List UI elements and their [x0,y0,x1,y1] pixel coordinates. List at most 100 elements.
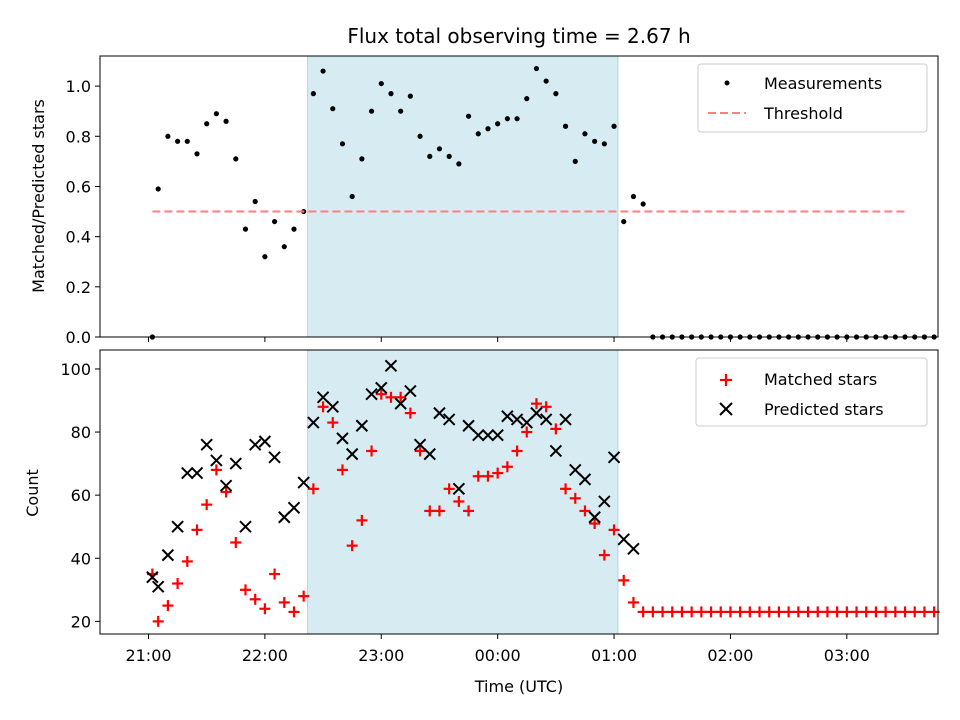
predicted-star-point [146,570,159,584]
predicted-star-point [433,406,446,420]
legend-label-matched: Matched stars [764,370,877,389]
matched-star-point [210,464,222,476]
measurement-point [621,218,627,225]
measurement-point [271,218,278,225]
measurement-point [310,91,316,97]
measurement-point [524,96,530,102]
matched-star-point [162,600,174,612]
matched-star-point [356,514,368,526]
matched-star-point [443,483,455,495]
matched-star-point [589,518,601,530]
predicted-star-point [258,435,272,448]
measurement-point [543,78,549,84]
top-panel-xticks [147,337,848,342]
predicted-star-point [219,479,233,492]
top-panel-yticks: 0.0 0.2 0.4 0.6 0.8 1.0 [66,77,100,347]
matched-star-point [482,470,494,482]
top-panel-span [307,55,619,338]
measurement-point [533,65,540,72]
matched-star-point [715,606,727,618]
matched-star-point [278,596,290,608]
measurement-point [291,226,297,232]
top-legend-box [697,63,928,133]
ytick-label: 100 [60,360,91,379]
measurement-point [194,151,200,157]
predicted-star-point [345,447,359,461]
predicted-star-point [539,413,553,426]
bottom-panel-marks [146,359,940,627]
measurement-point [553,91,559,97]
matched-star-point [686,606,698,618]
xtick-label: 23:00 [358,646,404,665]
top-legend: Measurements Threshold [697,63,928,133]
measurement-point [417,133,423,139]
matched-star-point [918,606,930,618]
matched-star-point [909,606,921,618]
matched-star-point [637,606,649,618]
matched-star-point [172,578,184,590]
matched-star-point [792,606,804,618]
measurement-point [601,141,607,147]
matched-star-point [375,388,387,400]
predicted-star-point [200,438,213,451]
matched-star-point [433,505,445,517]
predicted-star-point [384,359,398,372]
predicted-star-point [578,473,592,486]
bottom-panel-xlabel: Time (UTC) [474,677,563,696]
measurement-point [165,133,171,139]
ytick-label: 20 [71,612,91,631]
measurement-point [436,146,443,152]
matched-star-point [608,524,620,536]
measurement-point [233,156,239,162]
matched-star-point [269,568,281,580]
matched-star-point [191,524,203,536]
matched-star-point [783,606,795,618]
measurement-point [204,121,210,127]
measurement-point [427,153,433,159]
bottom-legend-box [695,357,928,427]
bottom-panel-xticks: 21:00 22:00 23:00 00:00 01:00 02:00 03:00 [125,634,870,665]
measurement-point [465,113,472,119]
matched-star-point [230,536,242,548]
measurement-point [446,153,452,159]
measurement-point [359,156,365,162]
predicted-star-point [181,466,194,480]
matched-star-point [530,398,542,410]
matched-star-point [201,499,213,511]
predicted-star-point [365,387,378,401]
matched-star-point [724,606,736,618]
matched-star-point [424,505,436,517]
matched-star-point [336,464,348,476]
predicted-star-point [287,501,301,514]
ytick-label: 1.0 [66,77,91,96]
matched-star-point [239,584,251,596]
matched-star-point [288,606,300,618]
xtick-label: 01:00 [591,646,637,665]
predicted-star-point [248,438,262,451]
ytick-label: 40 [71,549,91,568]
measurement-point [155,186,161,192]
matched-star-point [744,606,756,618]
matched-star-point [627,596,639,608]
matched-star-point [657,606,669,618]
matched-star-point [511,445,523,457]
matched-star-point [695,606,707,618]
matched-star-point [899,606,911,618]
matched-star-point [472,470,484,482]
measurement-point [630,193,637,200]
predicted-star-point [278,511,291,524]
ytick-label: 80 [71,423,91,442]
matched-star-point [579,505,591,517]
predicted-star-point [394,397,407,410]
measurement-point [388,91,394,97]
ytick-label: 0.2 [66,278,91,297]
matched-star-point [540,401,552,413]
matched-star-point [463,505,475,517]
top-panel-frame [99,55,939,338]
matched-star-point [569,492,581,504]
measurement-point [223,118,229,124]
predicted-star-point [336,432,349,445]
legend-label-threshold: Threshold [763,104,843,123]
predicted-star-point [442,413,456,426]
